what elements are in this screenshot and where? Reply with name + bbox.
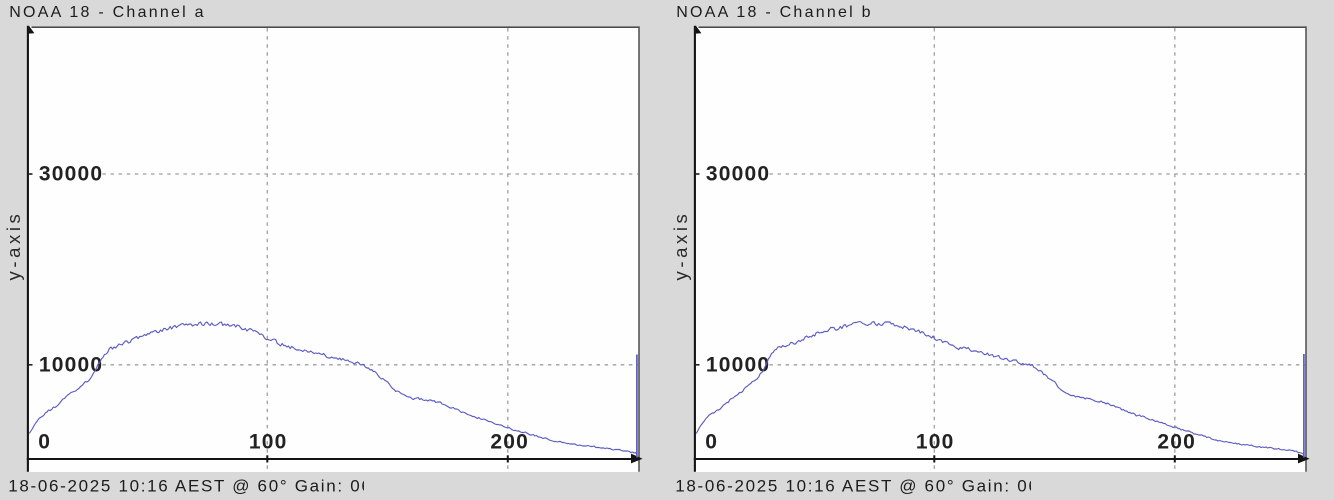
svg-text:0: 0: [38, 431, 51, 454]
svg-text:100: 100: [916, 431, 955, 454]
svg-text:18-06-2025 10:16 AEST @ 60° Ga: 18-06-2025 10:16 AEST @ 60° Gain: 06: [8, 476, 372, 495]
svg-text:30000: 30000: [39, 162, 103, 185]
svg-text:100: 100: [249, 431, 288, 454]
svg-text:10000: 10000: [39, 354, 103, 377]
svg-text:y-axis: y-axis: [3, 211, 24, 281]
svg-text:10000: 10000: [706, 354, 770, 377]
svg-text:NOAA 18 - Channel b: NOAA 18 - Channel b: [676, 4, 873, 21]
svg-text:18-06-2025 10:16 AEST @ 60° Ga: 18-06-2025 10:16 AEST @ 60° Gain: 06: [675, 476, 1039, 495]
svg-text:30000: 30000: [706, 162, 770, 185]
svg-text:0: 0: [705, 431, 718, 454]
svg-text:200: 200: [490, 431, 529, 454]
svg-text:y-axis: y-axis: [670, 211, 691, 281]
svg-text:200: 200: [1157, 431, 1196, 454]
svg-text:NOAA 18 - Channel a: NOAA 18 - Channel a: [9, 4, 206, 21]
